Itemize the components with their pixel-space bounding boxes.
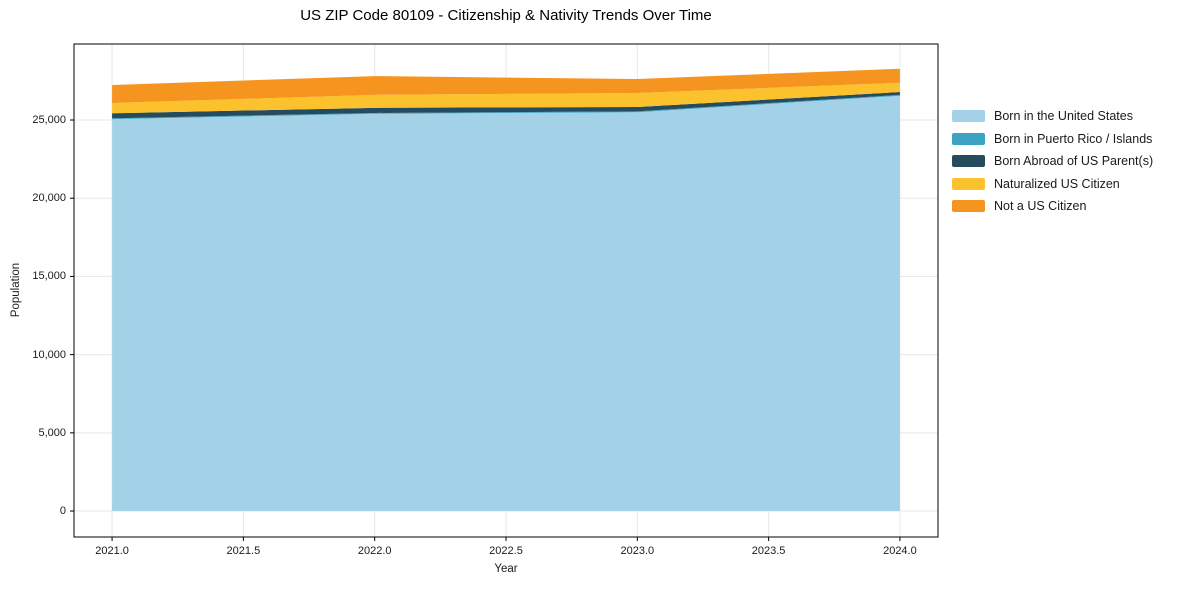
y-tick-label: 25,000: [32, 114, 66, 126]
legend-swatch-icon: [952, 200, 985, 212]
legend-label: Born in the United States: [994, 109, 1133, 123]
legend-label: Not a US Citizen: [994, 199, 1087, 213]
y-tick-label: 5,000: [38, 426, 66, 439]
x-tick-label: 2021.0: [95, 545, 129, 557]
y-tick-label: 15,000: [32, 270, 66, 283]
chart-title: US ZIP Code 80109 - Citizenship & Nativi…: [300, 7, 712, 24]
legend-label: Born Abroad of US Parent(s): [994, 154, 1154, 168]
legend-swatch-icon: [952, 132, 985, 145]
x-axis-label: Year: [494, 563, 518, 575]
legend-item-not-a-us-citizen: Not a US Citizen: [952, 199, 1153, 213]
legend-label: Naturalized US Citizen: [994, 176, 1120, 191]
x-tick-label: 2023.0: [620, 545, 655, 557]
legend-item-born-in-the-united-states: Born in the United States: [952, 109, 1153, 123]
area-born-abroad-of-us-parent-s: [112, 92, 900, 119]
x-tick-label: 2024.0: [883, 545, 917, 557]
x-tick-label: 2023.5: [751, 545, 786, 557]
y-axis-label: Population: [10, 262, 22, 318]
area-not-a-us-citizen: [112, 68, 900, 103]
x-tick-label: 2022.5: [489, 545, 523, 557]
y-tick-label: 0: [59, 505, 66, 518]
legend-item-born-abroad-of-us-parent-s: Born Abroad of US Parent(s): [952, 154, 1154, 168]
legend-swatch-icon: [952, 110, 985, 122]
plot-border: [73, 43, 939, 538]
legend-item-born-in-puerto-rico-islands: Born in Puerto Rico / Islands: [952, 131, 1153, 146]
legend-item-naturalized-us-citizen: Naturalized US Citizen: [952, 176, 1153, 191]
y-tick-label: 10,000: [32, 348, 66, 361]
legend: Born in the United States Born in Puerto …: [952, 109, 1154, 213]
x-tick-label: 2021.5: [226, 545, 261, 557]
area-naturalized-us-citizen: [112, 82, 900, 114]
legend-label: Born in Puerto Rico / Islands: [994, 131, 1153, 146]
legend-swatch-icon: [952, 155, 985, 167]
y-tick-label: 20,000: [32, 192, 66, 205]
x-tick-label: 2022.0: [357, 545, 392, 557]
area-born-in-the-united-states: [112, 95, 900, 512]
area-born-in-puerto-rico-islands: [112, 94, 900, 120]
legend-swatch-icon: [952, 177, 985, 190]
